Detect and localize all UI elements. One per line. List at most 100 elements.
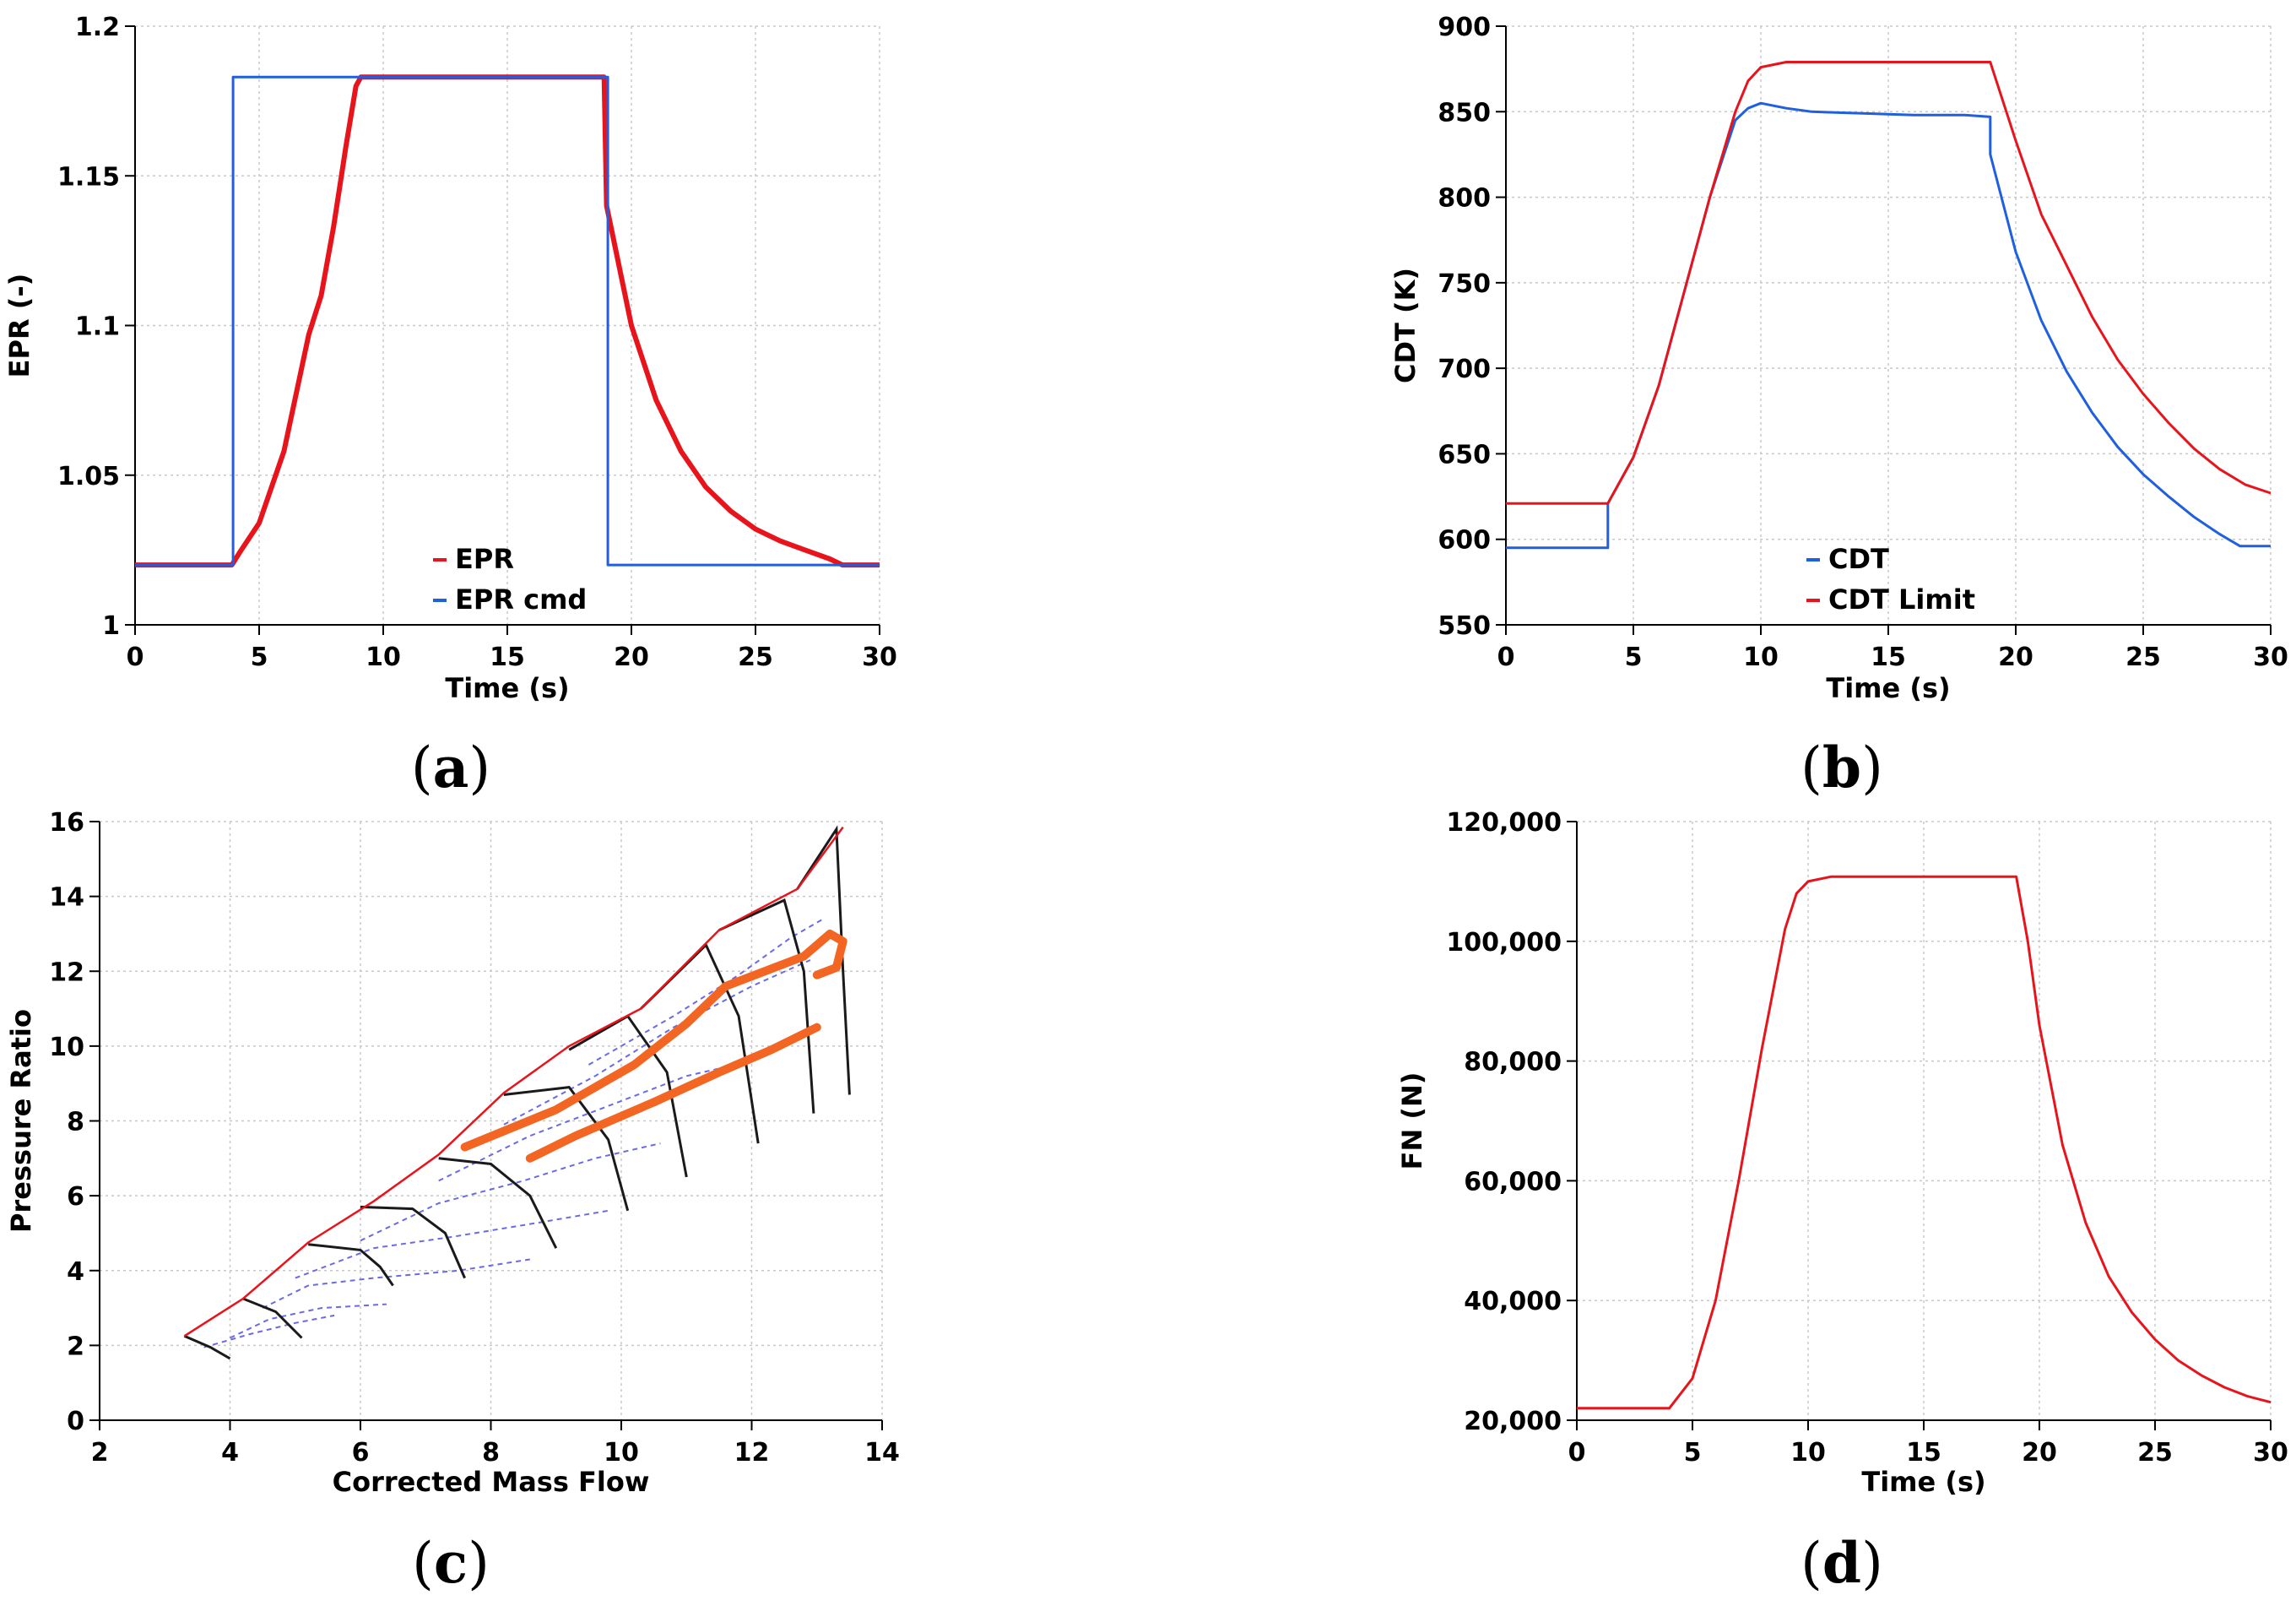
x-tick-label: 10	[1743, 643, 1779, 672]
speed-line	[360, 1205, 466, 1279]
x-tick-label: 0	[127, 643, 144, 672]
efficiency-contour	[230, 1303, 387, 1339]
efficiency-contour	[438, 1060, 752, 1182]
x-tick-label: 6	[352, 1438, 370, 1468]
panel-label: (a)	[411, 735, 490, 800]
y-axis-label: EPR (-)	[3, 274, 35, 378]
x-tick-label: 15	[1906, 1438, 1941, 1468]
x-axis-label: Corrected Mass Flow	[333, 1466, 650, 1498]
speed-line	[718, 898, 815, 1114]
panel-label: (d)	[1801, 1530, 1883, 1596]
series-line-cdt-limit	[1506, 61, 2272, 505]
x-tick-label: 25	[2125, 643, 2161, 672]
y-tick-label: 8	[67, 1108, 84, 1137]
y-tick-label: 80,000	[1464, 1048, 1562, 1077]
y-tick-label: 4	[67, 1257, 84, 1287]
x-tick-label: 30	[862, 643, 897, 672]
x-tick-label: 20	[2022, 1438, 2057, 1468]
legend-label: CDT Limit	[1828, 583, 1975, 616]
operating-line	[460, 929, 847, 1152]
x-tick-label: 10	[366, 643, 401, 672]
x-tick-label: 0	[1568, 1438, 1586, 1468]
x-tick-label: 4	[221, 1438, 239, 1468]
series-line-epr	[135, 74, 880, 568]
y-tick-label: 12	[49, 958, 84, 987]
speed-line	[308, 1243, 394, 1287]
x-tick-label: 20	[614, 643, 649, 672]
x-axis-label: Time (s)	[1826, 672, 1950, 704]
speed-line	[568, 1014, 688, 1178]
x-tick-label: 25	[2137, 1438, 2173, 1468]
y-tick-label: 40,000	[1464, 1287, 1562, 1316]
surge-line	[183, 826, 844, 1337]
y-tick-label: 120,000	[1446, 808, 1562, 838]
x-tick-label: 14	[864, 1438, 900, 1468]
efficiency-contour	[262, 1258, 530, 1309]
series-line-epr-cmd	[135, 75, 880, 567]
efficiency-contour	[503, 959, 811, 1126]
series-line-fn	[1577, 875, 2272, 1410]
x-tick-label: 10	[604, 1438, 639, 1468]
y-tick-label: 800	[1438, 184, 1491, 214]
y-tick-label: 6	[67, 1182, 84, 1212]
y-tick-label: 14	[49, 883, 84, 913]
y-axis-label: CDT (K)	[1389, 268, 1421, 383]
panel-label: (b)	[1801, 735, 1883, 800]
y-tick-label: 1	[102, 611, 120, 641]
y-tick-label: 850	[1438, 98, 1491, 128]
y-tick-label: 20,000	[1464, 1407, 1562, 1436]
efficiency-contour	[295, 1209, 609, 1279]
y-axis-label: FN (N)	[1396, 1072, 1428, 1170]
efficiency-contour	[588, 918, 824, 1066]
y-tick-label: 1.05	[57, 462, 120, 491]
y-tick-label: 16	[49, 808, 84, 838]
x-axis-label: Time (s)	[445, 672, 569, 704]
x-tick-label: 8	[482, 1438, 500, 1468]
x-tick-label: 30	[2253, 643, 2288, 672]
y-tick-label: 600	[1438, 526, 1491, 556]
x-tick-label: 15	[1871, 643, 1906, 672]
y-tick-label: 60,000	[1464, 1167, 1562, 1196]
y-tick-label: 550	[1438, 611, 1491, 641]
y-tick-label: 1.1	[75, 312, 120, 342]
speed-line	[503, 1086, 630, 1212]
chart-a: 0 5 10 15 20 25 30 1 1.05 1.1 1.15 1.2 Time (s) EPR (…	[3, 13, 897, 704]
panel-label: (c)	[412, 1530, 490, 1596]
speed-line	[438, 1157, 558, 1249]
y-tick-label: 750	[1438, 269, 1491, 299]
speed-line	[183, 1334, 231, 1360]
chart-b: 0 5 10 15 20 25 30 550 600 650 700 750 800 850 900 Time…	[1389, 13, 2288, 704]
x-tick-label: 0	[1497, 643, 1515, 672]
chart-d: 0 5 10 15 20 25 30 20,000 40,000 60,000 80,000 100,…	[1396, 808, 2288, 1498]
y-tick-label: 1.2	[75, 13, 120, 42]
x-tick-label: 25	[738, 643, 773, 672]
efficiency-contour	[360, 1142, 661, 1242]
x-tick-label: 2	[91, 1438, 109, 1468]
x-tick-label: 30	[2253, 1438, 2288, 1468]
legend-label: EPR cmd	[455, 583, 587, 616]
y-tick-label: 10	[49, 1033, 84, 1062]
legend-label: EPR	[455, 543, 514, 575]
y-tick-label: 2	[67, 1332, 84, 1361]
speed-line	[796, 825, 851, 1095]
y-tick-label: 650	[1438, 440, 1491, 469]
x-axis-label: Time (s)	[1861, 1466, 1985, 1498]
speed-line	[242, 1297, 303, 1339]
x-tick-label: 10	[1790, 1438, 1826, 1468]
y-tick-label: 100,000	[1446, 928, 1562, 958]
y-tick-label: 0	[67, 1407, 84, 1436]
y-axis-label: Pressure Ratio	[5, 1009, 37, 1233]
x-tick-label: 5	[251, 643, 268, 672]
y-tick-label: 700	[1438, 355, 1491, 384]
x-tick-label: 20	[1998, 643, 2033, 672]
x-tick-label: 12	[734, 1438, 770, 1468]
operating-line	[525, 1023, 821, 1163]
x-tick-label: 15	[490, 643, 525, 672]
x-tick-label: 5	[1684, 1438, 1702, 1468]
y-tick-label: 1.15	[57, 162, 120, 192]
efficiency-contour	[203, 1314, 335, 1348]
legend-label: CDT	[1828, 543, 1889, 575]
y-tick-label: 900	[1438, 13, 1491, 42]
